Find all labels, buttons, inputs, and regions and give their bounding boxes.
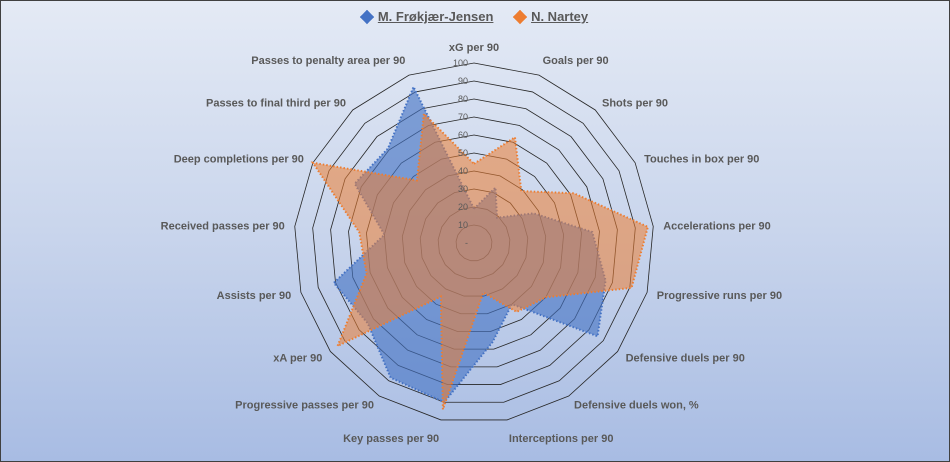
tick-label: 100 [453, 58, 468, 68]
axis-label: Progressive runs per 90 [657, 290, 782, 302]
axis-label: Accelerations per 90 [663, 220, 771, 232]
legend-label: N. Nartey [531, 9, 589, 24]
axis-label: Key passes per 90 [343, 433, 439, 445]
grid-ring [294, 62, 654, 421]
tick-label: 40 [458, 166, 468, 176]
axis-label: Progressive passes per 90 [235, 400, 374, 412]
axis-label: Received passes per 90 [161, 220, 285, 232]
axis-label: Shots per 90 [602, 98, 668, 110]
tick-label: 30 [458, 184, 468, 194]
axis-label: Deep completions per 90 [174, 153, 304, 165]
axis-label: Passes to final third per 90 [206, 98, 346, 110]
axis-label: xG per 90 [449, 42, 499, 54]
series-area-nartey [310, 111, 650, 410]
axis-label: Interceptions per 90 [509, 433, 614, 445]
axis-label: Defensive duels won, % [574, 400, 699, 412]
tick-label: 50 [458, 148, 468, 158]
axis-label: Assists per 90 [217, 290, 292, 302]
tick-label: 10 [458, 220, 468, 230]
tick-label: 90 [458, 76, 468, 86]
axis-label: Touches in box per 90 [644, 153, 759, 165]
legend: M. Frøkjær-Jensen N. Nartey [1, 9, 949, 25]
axis-label: Passes to penalty area per 90 [251, 55, 405, 67]
grid-ring [312, 80, 636, 403]
legend-label: M. Frøkjær-Jensen [377, 9, 494, 24]
legend-item-frokjaer-jensen[interactable]: M. Frøkjær-Jensen [359, 9, 494, 24]
tick-label: 20 [458, 202, 468, 212]
axis-label: Defensive duels per 90 [626, 353, 745, 365]
tick-label: 70 [458, 112, 468, 122]
legend-item-nartey[interactable]: N. Nartey [512, 9, 589, 24]
tick-label: 80 [458, 94, 468, 104]
axis-label: xA per 90 [273, 353, 322, 365]
tick-label: 60 [458, 130, 468, 140]
tick-label: - [465, 238, 468, 248]
axis-label: Goals per 90 [543, 55, 609, 67]
